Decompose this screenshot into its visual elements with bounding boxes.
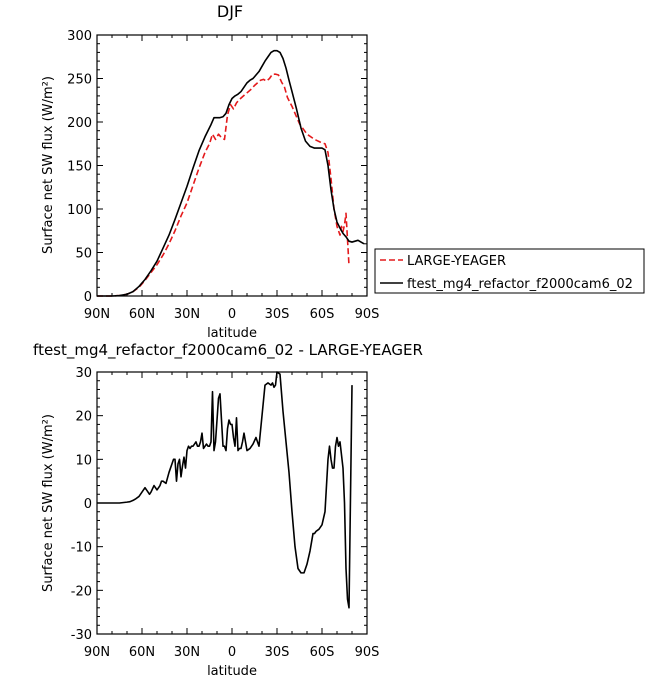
bottom-y-tick-label: -20: [71, 584, 92, 599]
bottom-x-tick-label: 90S: [355, 645, 380, 660]
top-panel-title: DJF: [217, 2, 243, 21]
bottom-y-tick-label: 10: [75, 453, 92, 468]
top-series-group: [97, 49, 365, 297]
top-x-tick-label: 30N: [174, 307, 200, 322]
bottom-x-axis-label: latitude: [207, 664, 257, 679]
bottom-plot-frame: [96, 371, 368, 635]
top-x-axis-label: latitude: [207, 326, 257, 341]
top-plot-area: [97, 49, 365, 297]
top-y-tick-label: 200: [67, 116, 92, 131]
bottom-series-group: [97, 371, 353, 609]
bottom-y-axis-label: Surface net SW flux (W/m²): [41, 414, 56, 592]
top-y-tick-label: 0: [84, 290, 92, 305]
bottom-x-tick-label: 60N: [129, 645, 155, 660]
bottom-x-tick-label: 60S: [310, 645, 335, 660]
bottom-y-tick-label: -10: [71, 541, 92, 556]
bottom-y-tick-label: 20: [75, 410, 92, 425]
bottom-x-tick-label: 90N: [84, 645, 110, 660]
bottom-y-axis: -30 -20 -10 0 10 20 30: [71, 366, 367, 643]
top-x-tick-label: 30S: [265, 307, 290, 322]
top-y-axis: 0 50 100 150 200 250 300: [67, 29, 367, 305]
top-y-tick-label: 100: [67, 203, 92, 218]
top-x-tick-label: 60N: [129, 307, 155, 322]
bottom-x-tick-label: 0: [228, 645, 236, 660]
legend-label-ftest: ftest_mg4_refactor_f2000cam6_02: [407, 277, 633, 292]
top-y-tick-label: 150: [67, 160, 92, 175]
top-x-axis: 90N 60N 30N 0 30S 60S 90S: [84, 35, 380, 322]
bottom-x-axis: 90N 60N 30N 0 30S 60S 90S: [84, 372, 380, 660]
bottom-x-tick-label: 30S: [265, 645, 290, 660]
top-x-tick-label: 60S: [310, 307, 335, 322]
top-y-tick-label: 250: [67, 73, 92, 88]
top-series-line-large-yeager: [97, 73, 350, 297]
top-x-tick-label: 90S: [355, 307, 380, 322]
bottom-panel: ftest_mg4_refactor_f2000cam6_02 - LARGE-…: [33, 341, 423, 679]
bottom-x-tick-label: 30N: [174, 645, 200, 660]
top-x-tick-label: 90N: [84, 307, 110, 322]
top-panel: DJF 90N 60N 30N 0 30S 60S 90S 0 50 100 150 200 250 3…: [41, 2, 379, 341]
legend-box: [374, 248, 645, 294]
top-y-tick-label: 300: [67, 29, 92, 44]
bottom-y-tick-label: -30: [71, 628, 92, 643]
top-y-axis-label: Surface net SW flux (W/m²): [41, 76, 56, 254]
bottom-series-line-difference: [97, 371, 353, 609]
bottom-y-tick-label: 30: [75, 366, 92, 381]
top-plot-frame: [96, 34, 368, 297]
bottom-panel-title: ftest_mg4_refactor_f2000cam6_02 - LARGE-…: [33, 341, 423, 360]
legend: LARGE-YEAGER ftest_mg4_refactor_f2000cam…: [374, 248, 645, 294]
legend-label-large-yeager: LARGE-YEAGER: [407, 254, 506, 269]
bottom-y-tick-label: 0: [84, 497, 92, 512]
top-y-tick-label: 50: [75, 247, 92, 262]
top-x-tick-label: 0: [228, 307, 236, 322]
top-series-line-ftest-mg4-refactor-f2000cam6-02: [97, 49, 365, 297]
